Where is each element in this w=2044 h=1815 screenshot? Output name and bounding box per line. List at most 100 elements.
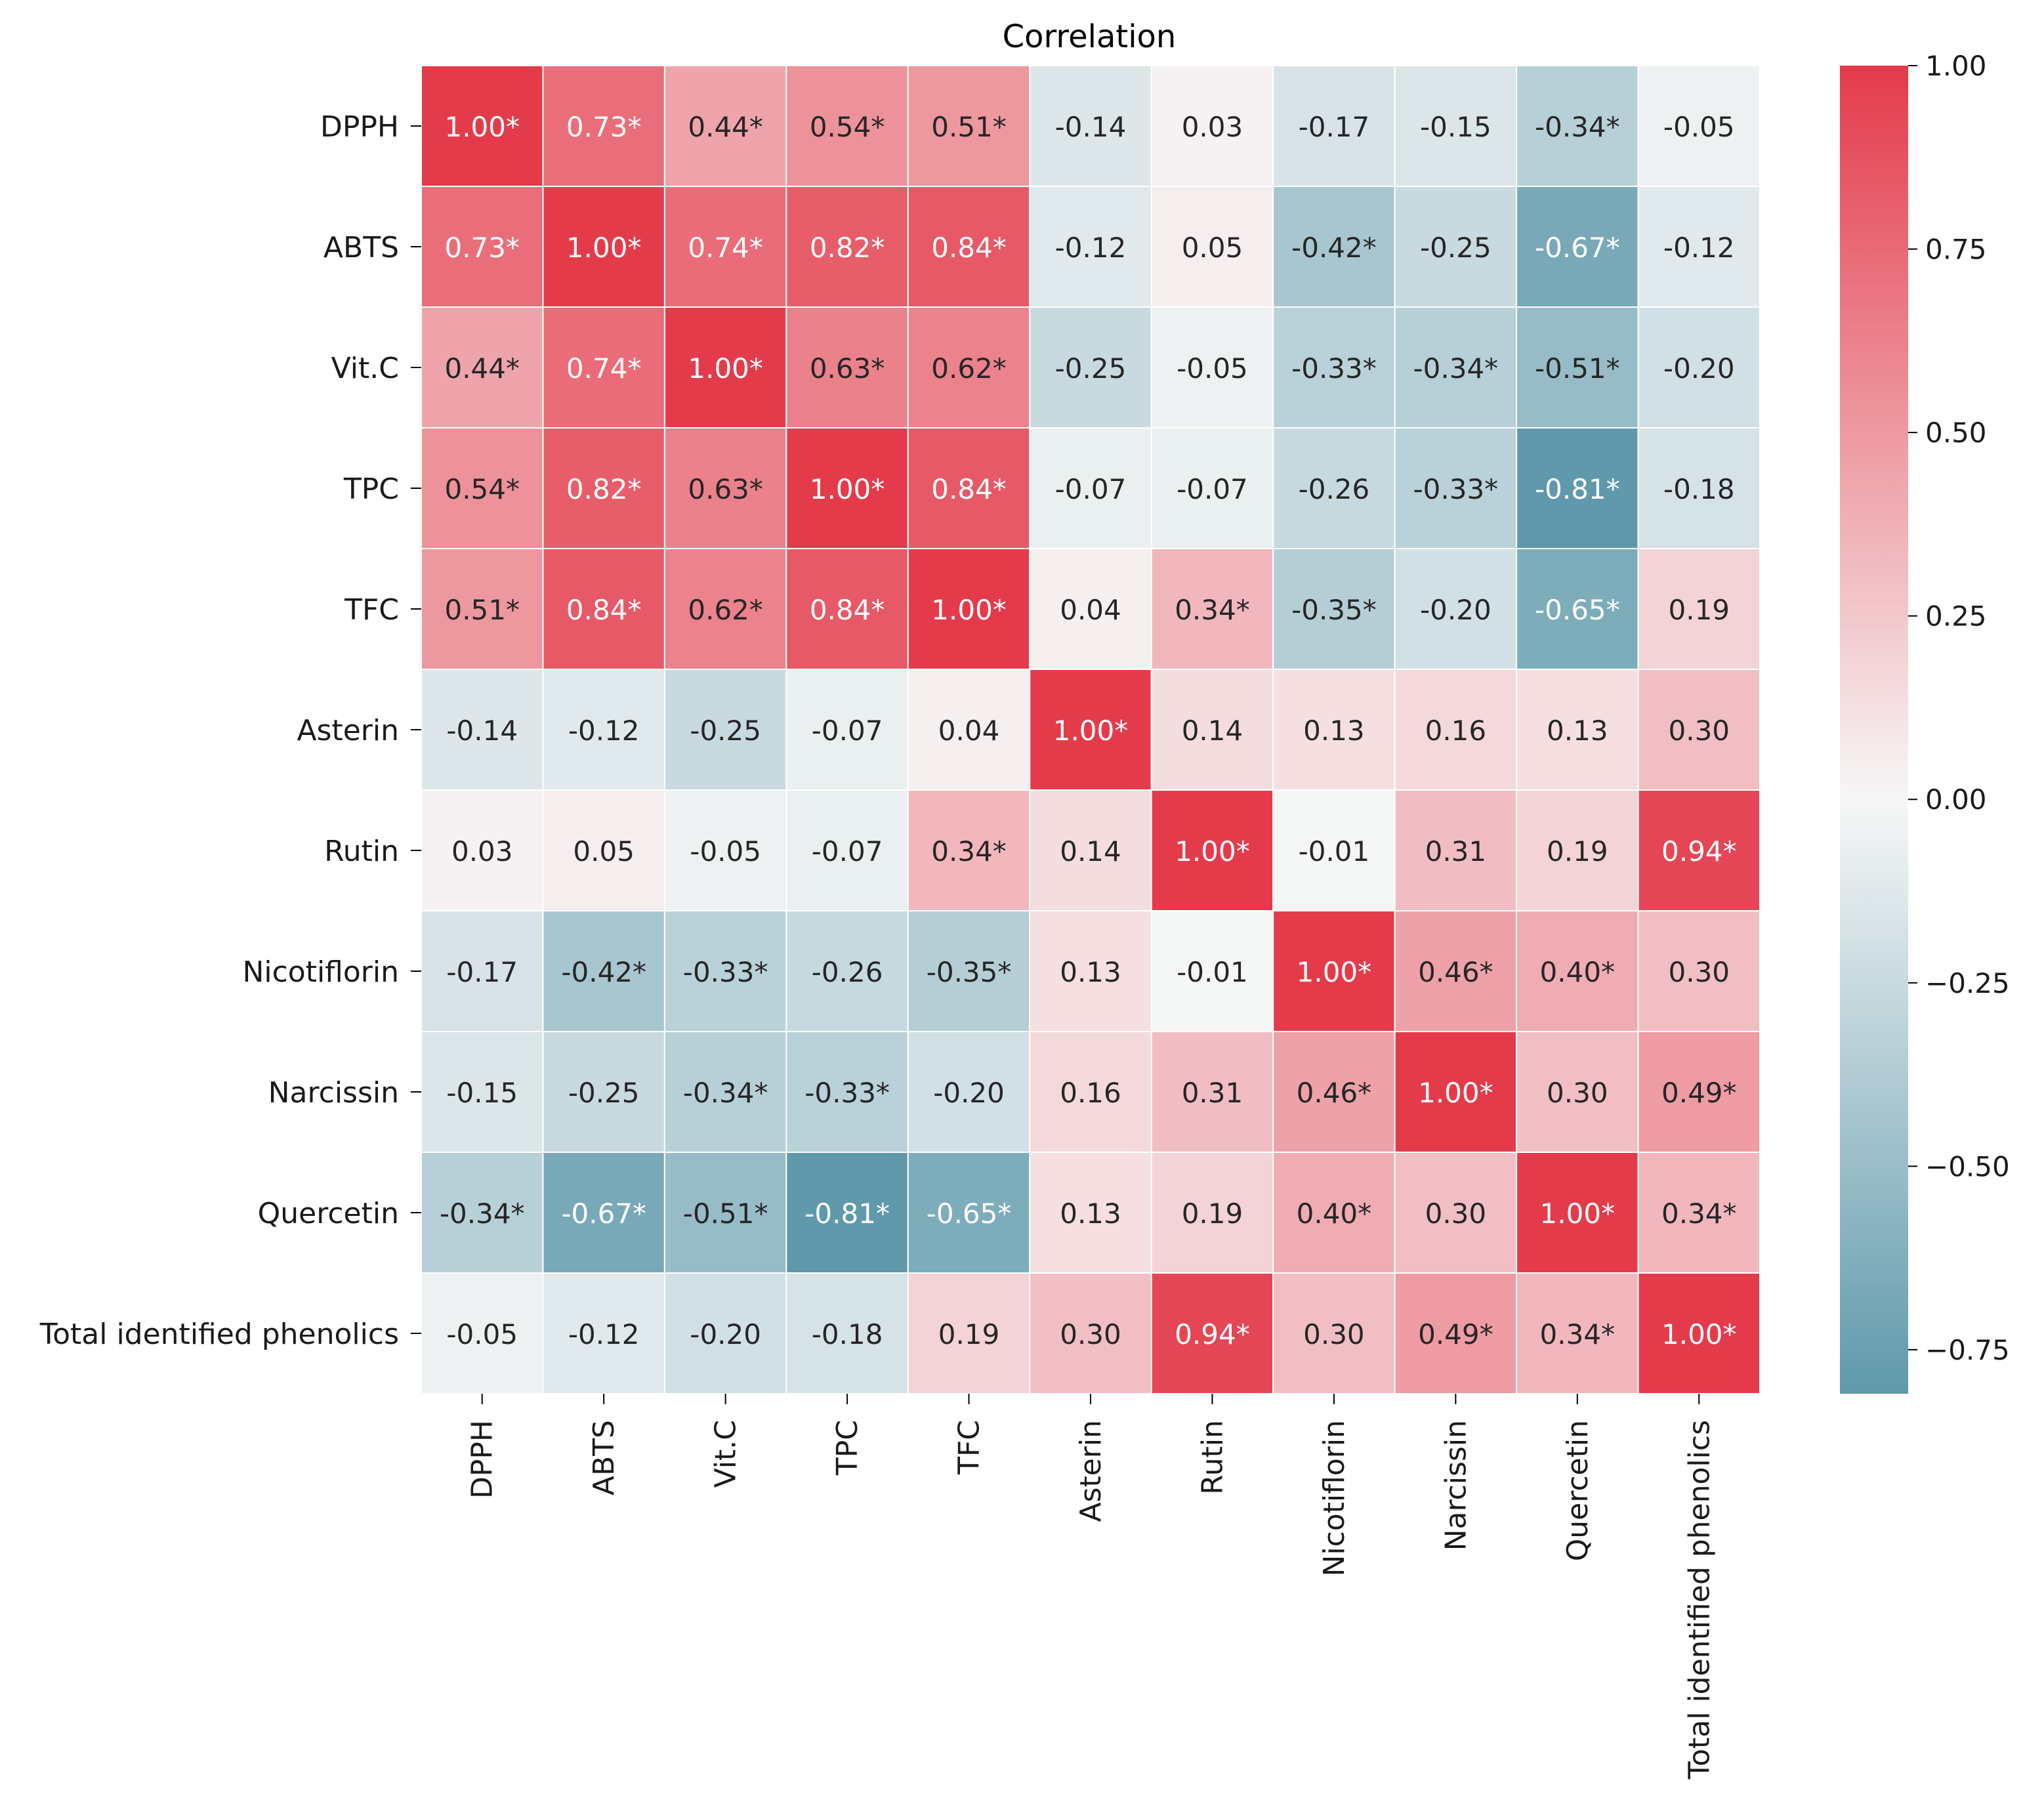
cell-label: 1.00* (810, 473, 885, 505)
colorbar-tick-label: 1.00 (1925, 50, 1987, 82)
heatmap-cell (1150, 306, 1274, 428)
cell-label: -0.07 (812, 835, 883, 867)
cell-label: -0.65* (927, 1198, 1012, 1230)
cell-label: -0.34* (1413, 352, 1499, 385)
heatmap-cell (1272, 1272, 1396, 1394)
cell-label: -0.25 (568, 1077, 640, 1109)
colorbar-gradient (1840, 66, 1908, 1394)
heatmap-cell (785, 1152, 909, 1274)
cell-label: -0.14 (1055, 111, 1127, 143)
x-tick-label: DPPH (466, 1420, 499, 1499)
heatmap-cell (1029, 1272, 1152, 1394)
cell-label: -0.42* (1291, 232, 1377, 264)
cell-label: 0.62* (931, 352, 1007, 385)
cell-label: 0.34* (1540, 1318, 1616, 1350)
cell-label: 0.73* (566, 111, 642, 143)
cell-label: 0.62* (688, 594, 763, 626)
colorbar-tick-label: 0.75 (1925, 234, 1987, 266)
heatmap-cell (1637, 789, 1761, 911)
cell-label: -0.35* (927, 956, 1012, 988)
cell-label: 0.19 (1182, 1198, 1243, 1230)
cell-label: -0.07 (1055, 473, 1127, 505)
cell-label: -0.15 (1420, 111, 1491, 143)
heatmap-cell (1516, 186, 1639, 308)
heatmap-cell (421, 65, 544, 187)
cell-label: 0.19 (1547, 835, 1608, 867)
x-tick-label: TFC (953, 1420, 986, 1475)
heatmap-cell (1637, 427, 1761, 549)
heatmap-cell (542, 65, 665, 187)
cell-label: 0.44* (688, 111, 763, 143)
heatmap-cell (1029, 548, 1152, 670)
heatmap-cell (663, 789, 787, 911)
heatmap-cell (1637, 669, 1761, 791)
cell-label: 0.13 (1547, 715, 1608, 747)
cell-label: 0.34* (931, 835, 1007, 867)
x-tick-label: ABTS (587, 1420, 621, 1495)
heatmap-cell (1029, 1031, 1152, 1153)
cell-label: -0.67* (561, 1198, 646, 1230)
heatmap-cell (1637, 1031, 1761, 1153)
cell-label: 0.63* (810, 352, 885, 385)
cell-label: 0.03 (451, 835, 513, 867)
cell-label: 0.34* (1661, 1198, 1737, 1230)
cell-label: 0.40* (1540, 956, 1616, 988)
heatmap-cell (1150, 1031, 1274, 1153)
cell-label: 1.00* (1053, 715, 1129, 747)
heatmap-cell (1029, 186, 1152, 308)
heatmap-cell (907, 1272, 1031, 1394)
cell-label: -0.07 (1177, 473, 1248, 505)
cell-label: 0.30 (1669, 715, 1730, 747)
cell-label: -0.33* (1413, 473, 1499, 505)
cell-label: -0.20 (1420, 594, 1491, 626)
cell-label: -0.33* (804, 1077, 890, 1109)
heatmap-cell (1272, 1031, 1396, 1153)
cell-label: 0.94* (1175, 1318, 1250, 1350)
heatmap-cell (1516, 427, 1639, 549)
heatmap-cell (907, 427, 1031, 549)
heatmap-cell (907, 65, 1031, 187)
cell-label: 0.13 (1303, 715, 1365, 747)
heatmap-cell (421, 306, 544, 428)
cell-label: -0.12 (1055, 232, 1127, 264)
cell-label: -0.05 (690, 835, 761, 867)
y-tick-label: Asterin (297, 714, 399, 747)
cell-label: -0.25 (690, 715, 761, 747)
cell-label: -0.20 (690, 1318, 761, 1350)
cell-label: 1.00* (566, 232, 642, 264)
cell-label: 1.00* (1175, 835, 1250, 867)
colorbar-tick-label: −0.25 (1925, 967, 2010, 999)
cell-label: -0.81* (1535, 473, 1620, 505)
cell-label: -0.51* (1535, 352, 1620, 385)
heatmap-cell (1394, 1031, 1518, 1153)
heatmap-cell (1029, 427, 1152, 549)
heatmap-cell (1029, 306, 1152, 428)
heatmap-cell (663, 306, 787, 428)
heatmap-cell (1150, 789, 1274, 911)
x-tick-label: Rutin (1196, 1420, 1229, 1495)
cell-label: 1.00* (444, 111, 520, 143)
cell-label: -0.65* (1535, 594, 1620, 626)
x-tick-label: Total identified phenolics (1682, 1420, 1716, 1780)
cell-label: 0.49* (1661, 1077, 1737, 1109)
y-tick-label: DPPH (320, 110, 399, 144)
x-tick-label: Nicotiflorin (1318, 1420, 1351, 1577)
heatmap-cell (663, 1031, 787, 1153)
cell-label: -0.35* (1291, 594, 1377, 626)
cell-label: -0.26 (1299, 473, 1370, 505)
heatmap-cell (907, 306, 1031, 428)
y-tick-label: TPC (343, 472, 399, 506)
heatmap-cell (542, 548, 665, 670)
cell-label: -0.33* (683, 956, 768, 988)
cell-label: -0.20 (1663, 352, 1735, 385)
cell-label: -0.67* (1535, 232, 1620, 264)
heatmap-cell (1394, 186, 1518, 308)
heatmap-cells (421, 65, 1761, 1394)
x-tick-label: TPC (831, 1420, 864, 1476)
cell-label: -0.12 (1663, 232, 1735, 264)
cell-label: 1.00* (1661, 1318, 1737, 1350)
cell-label: 0.94* (1661, 835, 1737, 867)
x-tick-label: Vit.C (709, 1420, 743, 1488)
cell-label: 0.04 (1060, 594, 1121, 626)
cell-label: 0.84* (810, 594, 885, 626)
